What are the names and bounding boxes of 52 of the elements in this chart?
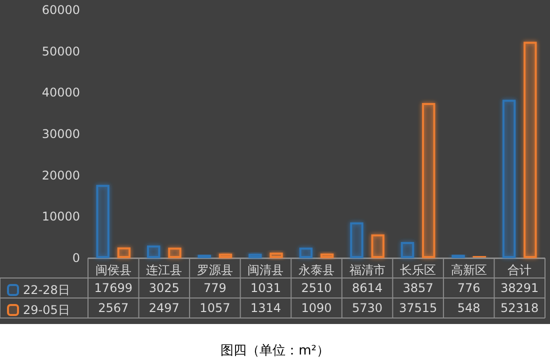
x-tick-label: 高新区 — [450, 263, 487, 277]
bar — [248, 254, 262, 258]
bar — [96, 184, 110, 258]
data-label: 1057 — [200, 301, 230, 315]
y-tick-label: 20000 — [42, 168, 80, 182]
bar — [320, 253, 334, 258]
bar — [299, 248, 313, 258]
data-label: 2510 — [301, 281, 332, 295]
data-label: 17699 — [94, 281, 132, 295]
x-tick-label: 连江县 — [146, 263, 182, 277]
y-tick-label: 60000 — [42, 3, 80, 17]
x-tick-label: 罗源县 — [196, 263, 233, 277]
x-tick-label: 闽清县 — [248, 263, 284, 277]
y-tick-label: 30000 — [42, 127, 80, 141]
y-tick-label: 10000 — [42, 210, 80, 224]
bar — [270, 252, 283, 258]
data-label: 38291 — [500, 281, 539, 295]
data-label: 548 — [457, 301, 480, 315]
y-tick-label: 40000 — [42, 86, 80, 100]
data-label: 37515 — [398, 301, 438, 315]
bar — [371, 234, 384, 258]
y-tick-label: 0 — [72, 251, 80, 265]
data-label: 2497 — [148, 301, 180, 315]
bar — [502, 100, 516, 258]
data-label: 8614 — [352, 281, 383, 295]
data-label: 2567 — [98, 301, 129, 315]
data-label: 1031 — [250, 281, 281, 295]
bar — [168, 248, 182, 258]
x-tick-label: 永泰县 — [298, 263, 334, 277]
x-tick-label: 福清市 — [349, 263, 386, 277]
data-label: 3025 — [148, 281, 180, 295]
bar — [117, 247, 131, 258]
bar — [147, 245, 160, 258]
bar — [218, 254, 232, 258]
data-label: 1090 — [301, 301, 332, 315]
text: 图四（单位：m²） — [220, 344, 330, 358]
bar — [524, 42, 537, 258]
legend-label: 22-28日 — [23, 283, 70, 297]
bar — [350, 222, 364, 258]
legend-label: 29-05日 — [23, 303, 70, 317]
data-label: 5730 — [352, 301, 383, 315]
data-label: 1314 — [250, 301, 281, 315]
bar — [422, 102, 436, 258]
bar — [400, 242, 414, 258]
data-label: 3857 — [402, 281, 434, 295]
data-label: 776 — [457, 281, 480, 295]
x-tick-label: 闽侯县 — [95, 263, 132, 277]
x-tick-label: 长乐区 — [400, 263, 436, 277]
y-tick-label: 50000 — [42, 44, 80, 58]
data-label: 52318 — [500, 301, 539, 315]
data-label: 779 — [203, 281, 226, 295]
x-tick-label: 合计 — [508, 263, 532, 277]
